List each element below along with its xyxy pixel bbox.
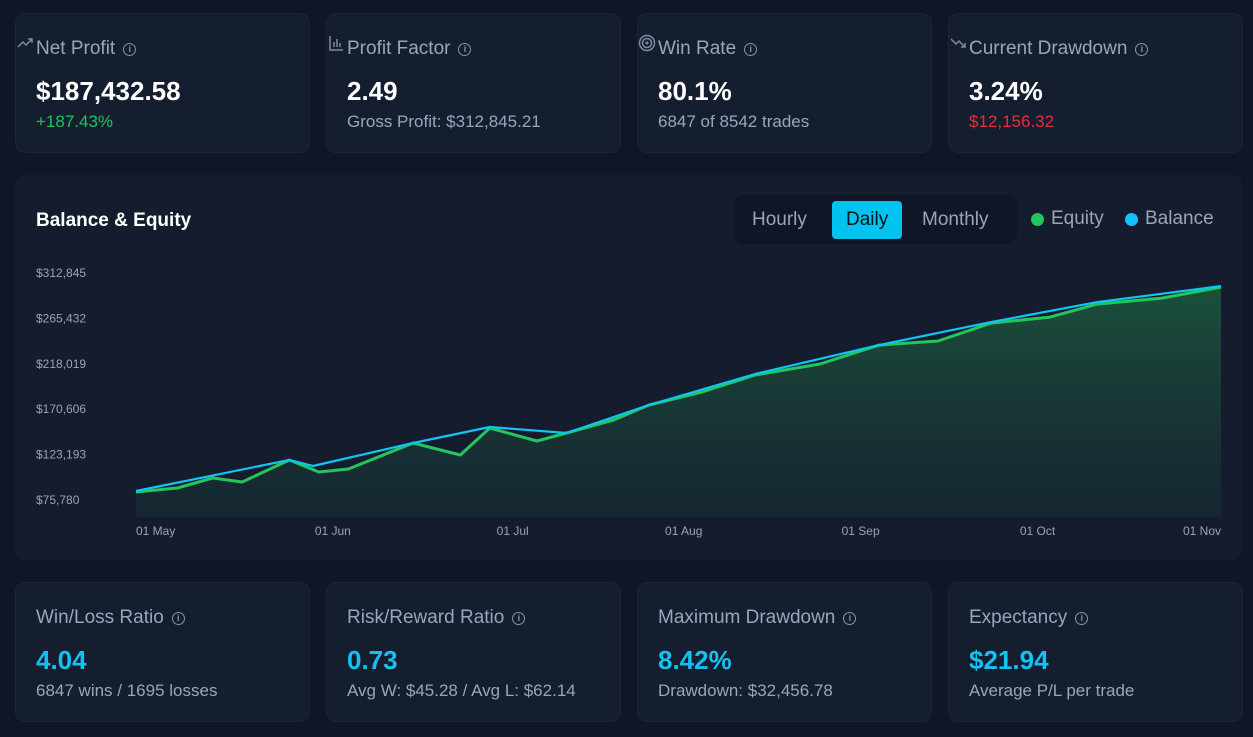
y-tick-label: $170,606 (36, 402, 86, 416)
legend-equity[interactable]: Equity (1031, 208, 1104, 230)
maximum-drawdown-value: 8.42% (658, 645, 732, 675)
win-rate-value: 80.1% (658, 76, 732, 106)
timeframe-monthly-button[interactable]: Monthly (922, 209, 989, 230)
legend-balance[interactable]: Balance (1125, 208, 1214, 230)
risk-reward-ratio-subtext: Avg W: $45.28 / Avg L: $62.14 (347, 681, 576, 700)
current-drawdown-value: 3.24% (969, 76, 1043, 106)
info-icon[interactable]: i (512, 611, 526, 625)
bar-chart-icon (329, 36, 343, 51)
maximum-drawdown-title: Maximum Drawdown (658, 607, 836, 628)
x-tick-label: 01 Oct (1020, 524, 1056, 538)
balance-equity-panel: Balance & Equity Hourly Daily Monthly Eq… (15, 175, 1242, 560)
x-tick-label: 01 Jun (315, 524, 351, 538)
win-rate-subtext: 6847 of 8542 trades (658, 112, 810, 131)
y-tick-label: $123,193 (36, 448, 86, 462)
risk-reward-ratio-title: Risk/Reward Ratio (347, 607, 505, 628)
expectancy-card: Expectancy i $21.94 Average P/L per trade (948, 582, 1243, 722)
balance-dot-icon (1125, 212, 1138, 226)
y-tick-label: $265,432 (36, 311, 86, 325)
chart-title: Balance & Equity (36, 210, 192, 231)
target-icon (638, 34, 656, 52)
current-drawdown-title: Current Drawdown (969, 38, 1128, 59)
x-tick-label: 01 Aug (665, 524, 702, 538)
risk-reward-ratio-card: Risk/Reward Ratio i 0.73 Avg W: $45.28 / … (326, 582, 621, 722)
timeframe-hourly-button[interactable]: Hourly (752, 209, 807, 230)
legend-equity-label: Equity (1051, 208, 1104, 229)
maximum-drawdown-subtext: Drawdown: $32,456.78 (658, 681, 833, 700)
net-profit-card: Net Profit i $187,432.58 +187.43% (15, 13, 310, 153)
equity-line (135, 285, 1222, 494)
x-tick-label: 01 Jul (497, 524, 529, 538)
y-tick-label: $75,780 (36, 493, 80, 507)
profit-factor-title: Profit Factor (347, 38, 451, 59)
win-loss-ratio-card: Win/Loss Ratio i 4.04 6847 wins / 1695 lo… (15, 582, 310, 722)
trending-down-icon (950, 38, 966, 48)
net-profit-title: Net Profit (36, 38, 116, 59)
legend-balance-label: Balance (1145, 208, 1214, 229)
x-tick-label: 01 May (136, 524, 175, 538)
info-icon[interactable]: i (123, 42, 137, 56)
y-tick-label: $312,845 (36, 266, 86, 280)
info-icon[interactable]: i (1135, 42, 1149, 56)
risk-reward-ratio-value: 0.73 (347, 645, 398, 675)
profit-factor-card: Profit Factor i 2.49 Gross Profit: $312,8… (326, 13, 621, 153)
net-profit-value: $187,432.58 (36, 76, 181, 106)
timeframe-daily-button[interactable]: Daily (832, 201, 903, 239)
y-tick-label: $218,019 (36, 357, 86, 371)
net-profit-subtext: +187.43% (36, 112, 114, 131)
trending-up-icon (17, 38, 33, 48)
profit-factor-value: 2.49 (347, 76, 398, 106)
info-icon[interactable]: i (458, 42, 472, 56)
x-tick-label: 01 Sep (842, 524, 880, 538)
info-icon[interactable]: i (744, 42, 758, 56)
win-loss-ratio-title: Win/Loss Ratio (36, 607, 164, 628)
win-rate-title: Win Rate (658, 38, 737, 59)
balance-line (135, 285, 1222, 493)
balance-equity-chart: $312,845 $265,432 $218,019 $170,606 $123,193… (36, 266, 1222, 538)
expectancy-subtext: Average P/L per trade (969, 681, 1135, 700)
info-icon[interactable]: i (843, 611, 857, 625)
win-loss-ratio-subtext: 6847 wins / 1695 losses (36, 681, 218, 700)
win-rate-card: Win Rate i 80.1% 6847 of 8542 trades (637, 13, 932, 153)
expectancy-title: Expectancy (969, 607, 1068, 628)
equity-dot-icon (1031, 212, 1044, 226)
maximum-drawdown-card: Maximum Drawdown i 8.42% Drawdown: $32,45… (637, 582, 932, 722)
profit-factor-subtext: Gross Profit: $312,845.21 (347, 112, 541, 131)
current-drawdown-card: Current Drawdown i 3.24% $12,156.32 (948, 13, 1243, 153)
info-icon[interactable]: i (1075, 611, 1089, 625)
win-loss-ratio-value: 4.04 (36, 645, 87, 675)
timeframe-toggle: Hourly Daily Monthly (734, 195, 1017, 244)
x-tick-label: 01 Nov (1183, 524, 1221, 538)
current-drawdown-subtext: $12,156.32 (969, 112, 1055, 131)
info-icon[interactable]: i (171, 611, 185, 625)
equity-area (136, 287, 1221, 517)
expectancy-value: $21.94 (969, 645, 1049, 675)
